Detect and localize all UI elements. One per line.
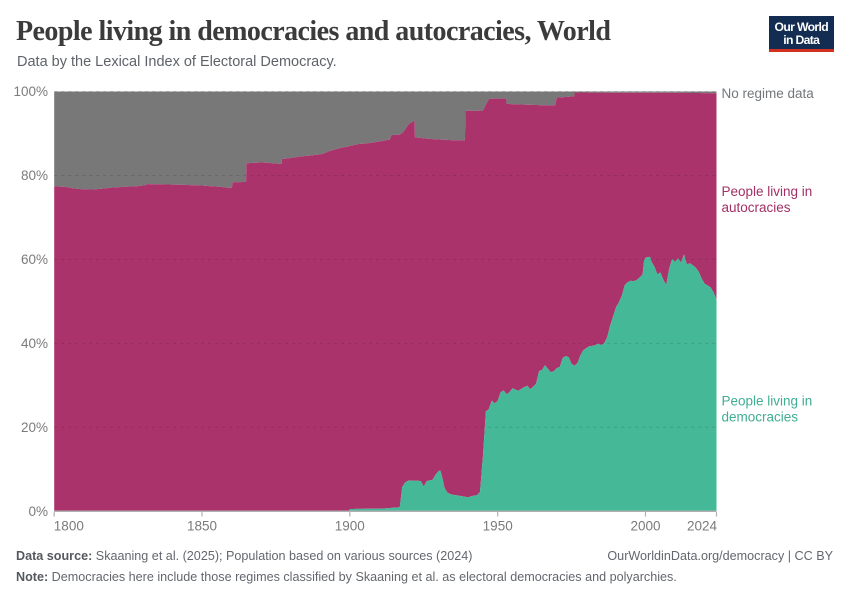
- svg-text:No regime data: No regime data: [722, 86, 815, 101]
- svg-text:autocracies: autocracies: [722, 200, 791, 215]
- svg-text:100%: 100%: [13, 84, 48, 99]
- svg-text:1900: 1900: [335, 519, 365, 534]
- svg-text:1950: 1950: [483, 519, 513, 534]
- svg-text:40%: 40%: [21, 336, 48, 351]
- svg-text:1850: 1850: [187, 519, 217, 534]
- svg-text:2024: 2024: [687, 519, 718, 534]
- svg-text:80%: 80%: [21, 168, 48, 183]
- svg-text:2000: 2000: [630, 519, 660, 534]
- svg-text:democracies: democracies: [722, 409, 799, 424]
- svg-text:0%: 0%: [28, 504, 48, 519]
- svg-text:1800: 1800: [54, 519, 84, 534]
- svg-text:People living in: People living in: [722, 184, 813, 199]
- svg-text:60%: 60%: [21, 252, 48, 267]
- svg-text:People living in: People living in: [722, 394, 813, 409]
- svg-text:20%: 20%: [21, 420, 48, 435]
